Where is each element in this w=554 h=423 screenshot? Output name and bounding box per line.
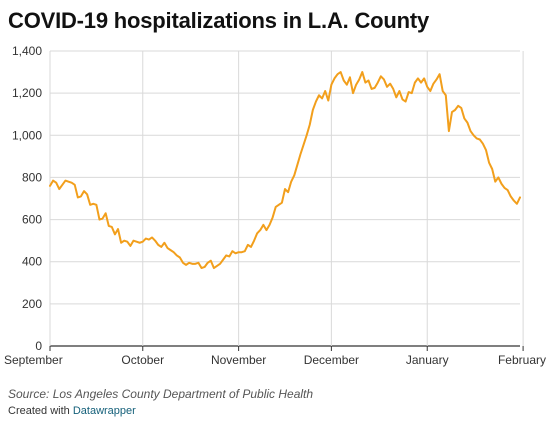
source-note: Source: Los Angeles County Department of… (8, 387, 314, 401)
x-tick-label: January (406, 353, 449, 367)
x-tick-label: February (498, 353, 546, 367)
y-tick-label: 1,400 (12, 44, 42, 58)
gridlines (49, 50, 524, 347)
y-axis-tick-labels: 0 200 400 600 800 1,000 1,200 1,400 (12, 44, 42, 353)
x-tick-label: December (304, 353, 359, 367)
x-axis-tick-labels: September October November December January F… (4, 353, 546, 367)
x-tick-label: November (211, 353, 266, 367)
y-tick-label: 600 (22, 213, 42, 227)
hospitalizations-series-line (49, 71, 521, 270)
x-axis-ticks (49, 346, 524, 351)
y-tick-label: 800 (22, 170, 42, 184)
y-tick-label: 200 (22, 297, 42, 311)
y-tick-label: 1,000 (12, 128, 42, 142)
y-tick-label: 0 (35, 339, 42, 353)
datawrapper-link[interactable]: Datawrapper (72, 405, 136, 417)
chart-title: COVID-19 hospitalizations in L.A. County (8, 8, 430, 33)
x-tick-label: September (4, 353, 63, 367)
credit-prefix: Created with (8, 405, 70, 417)
y-tick-label: 400 (22, 255, 42, 269)
y-tick-label: 1,200 (12, 86, 42, 100)
credit-line: Created with Datawrapper (8, 405, 136, 417)
x-tick-label: October (121, 353, 164, 367)
